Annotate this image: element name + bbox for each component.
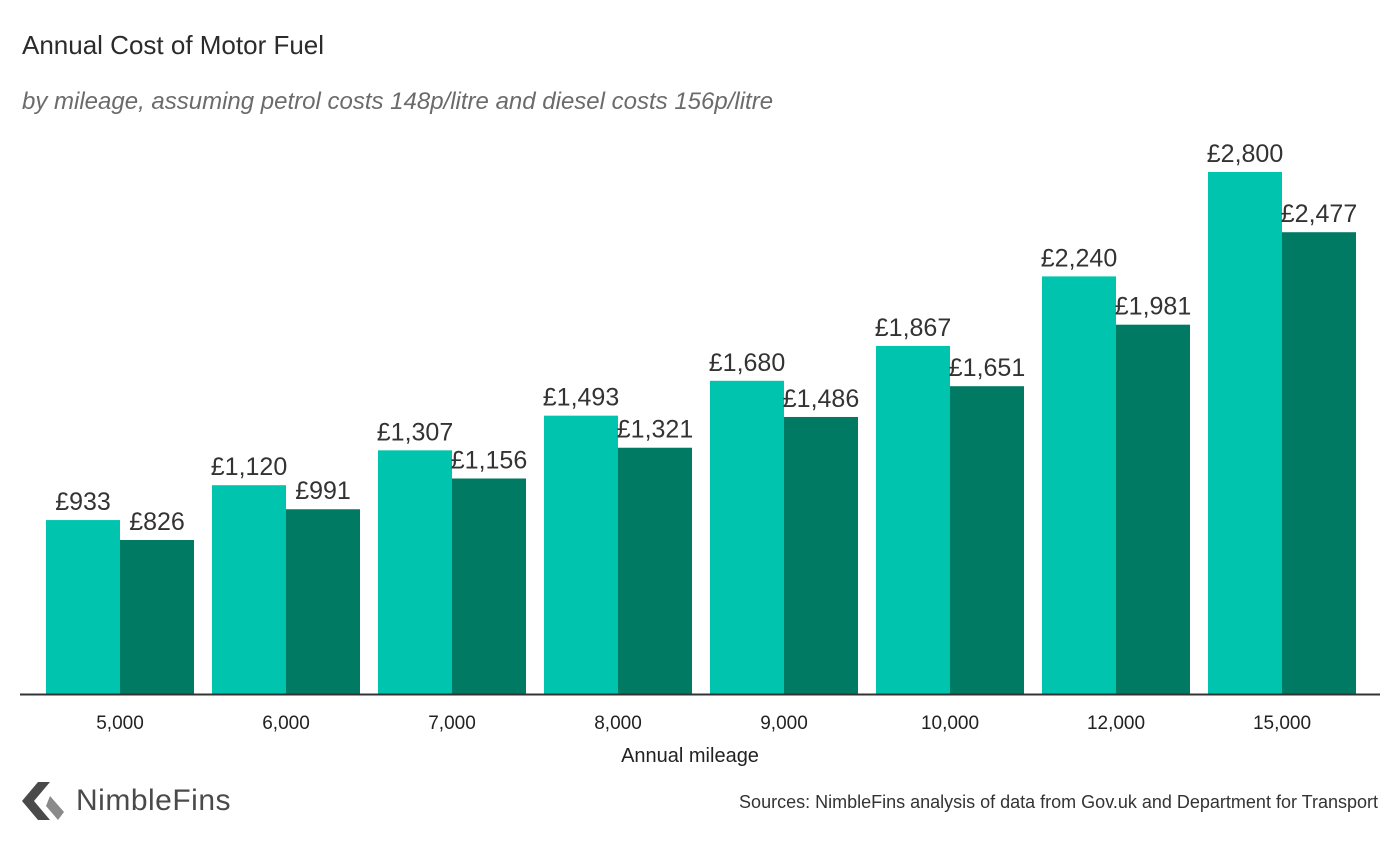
bar-series1-4 — [710, 380, 784, 694]
chevron-left-icon — [22, 782, 64, 820]
bar-series2-6 — [1116, 324, 1190, 694]
data-label-series2-0: £826 — [129, 508, 185, 536]
chart-title: Annual Cost of Motor Fuel — [22, 30, 325, 60]
x-tick-label-0: 5,000 — [96, 713, 144, 734]
data-label-series1-2: £1,307 — [377, 418, 453, 446]
data-label-series2-2: £1,156 — [451, 446, 527, 474]
bar-series1-2 — [378, 450, 452, 694]
bar-series2-2 — [452, 478, 526, 694]
data-label-series2-3: £1,321 — [617, 416, 693, 444]
bar-series1-7 — [1208, 172, 1282, 694]
bar-series1-0 — [46, 520, 120, 694]
chart-subtitle: by mileage, assuming petrol costs 148p/l… — [22, 88, 774, 115]
x-tick-label-6: 12,000 — [1087, 713, 1145, 734]
data-label-series1-7: £2,800 — [1207, 140, 1283, 168]
data-label-series1-5: £1,867 — [875, 314, 951, 342]
bar-series1-1 — [212, 485, 286, 694]
data-label-series2-5: £1,651 — [949, 354, 1025, 382]
data-label-series2-4: £1,486 — [783, 385, 859, 413]
data-label-series1-4: £1,680 — [709, 349, 785, 377]
bar-series1-6 — [1042, 276, 1116, 694]
bar-chart: £933 £826 5,000 £1,120 £991 6,000 £1,307£1,156… — [20, 140, 1380, 767]
x-tick-label-5: 10,000 — [921, 713, 979, 734]
nimblefins-logo: NimbleFins — [20, 782, 231, 820]
x-tick-label-1: 6,000 — [262, 713, 310, 734]
bar-series2-4 — [784, 416, 858, 694]
bar-series2-1 — [286, 509, 360, 694]
data-label-series2-1: £991 — [295, 477, 351, 505]
x-axis-title: Annual mileage — [621, 745, 759, 767]
data-label-series2-6: £1,981 — [1115, 293, 1191, 321]
x-tick-label-2: 7,000 — [428, 713, 476, 734]
data-label-series1-6: £2,240 — [1041, 244, 1117, 272]
bar-series2-0 — [120, 540, 194, 694]
x-tick-label-7: 15,000 — [1253, 713, 1311, 734]
bar-series1-5 — [876, 345, 950, 694]
data-label-series2-7: £2,477 — [1281, 200, 1357, 228]
data-label-series1-3: £1,493 — [543, 384, 619, 412]
logo-text: NimbleFins — [76, 784, 232, 817]
bar-series1-3 — [544, 415, 618, 694]
bar-series2-5 — [950, 386, 1024, 694]
data-label-series1-0: £933 — [55, 488, 111, 516]
data-label-series1-1: £1,120 — [211, 453, 287, 481]
source-note: Sources: NimbleFins analysis of data fro… — [739, 792, 1378, 812]
x-tick-label-3: 8,000 — [594, 713, 642, 734]
bar-series2-7 — [1282, 232, 1356, 694]
bar-series2-3 — [618, 447, 692, 694]
x-tick-label-4: 9,000 — [760, 713, 808, 734]
